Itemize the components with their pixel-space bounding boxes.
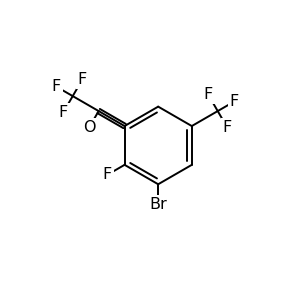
Text: Br: Br (149, 197, 167, 212)
Text: F: F (103, 167, 112, 182)
Text: F: F (204, 87, 213, 102)
Text: F: F (223, 120, 232, 135)
Text: O: O (83, 120, 95, 135)
Text: F: F (77, 72, 87, 87)
Text: F: F (230, 94, 239, 109)
Text: F: F (59, 105, 68, 120)
Text: F: F (52, 79, 61, 94)
